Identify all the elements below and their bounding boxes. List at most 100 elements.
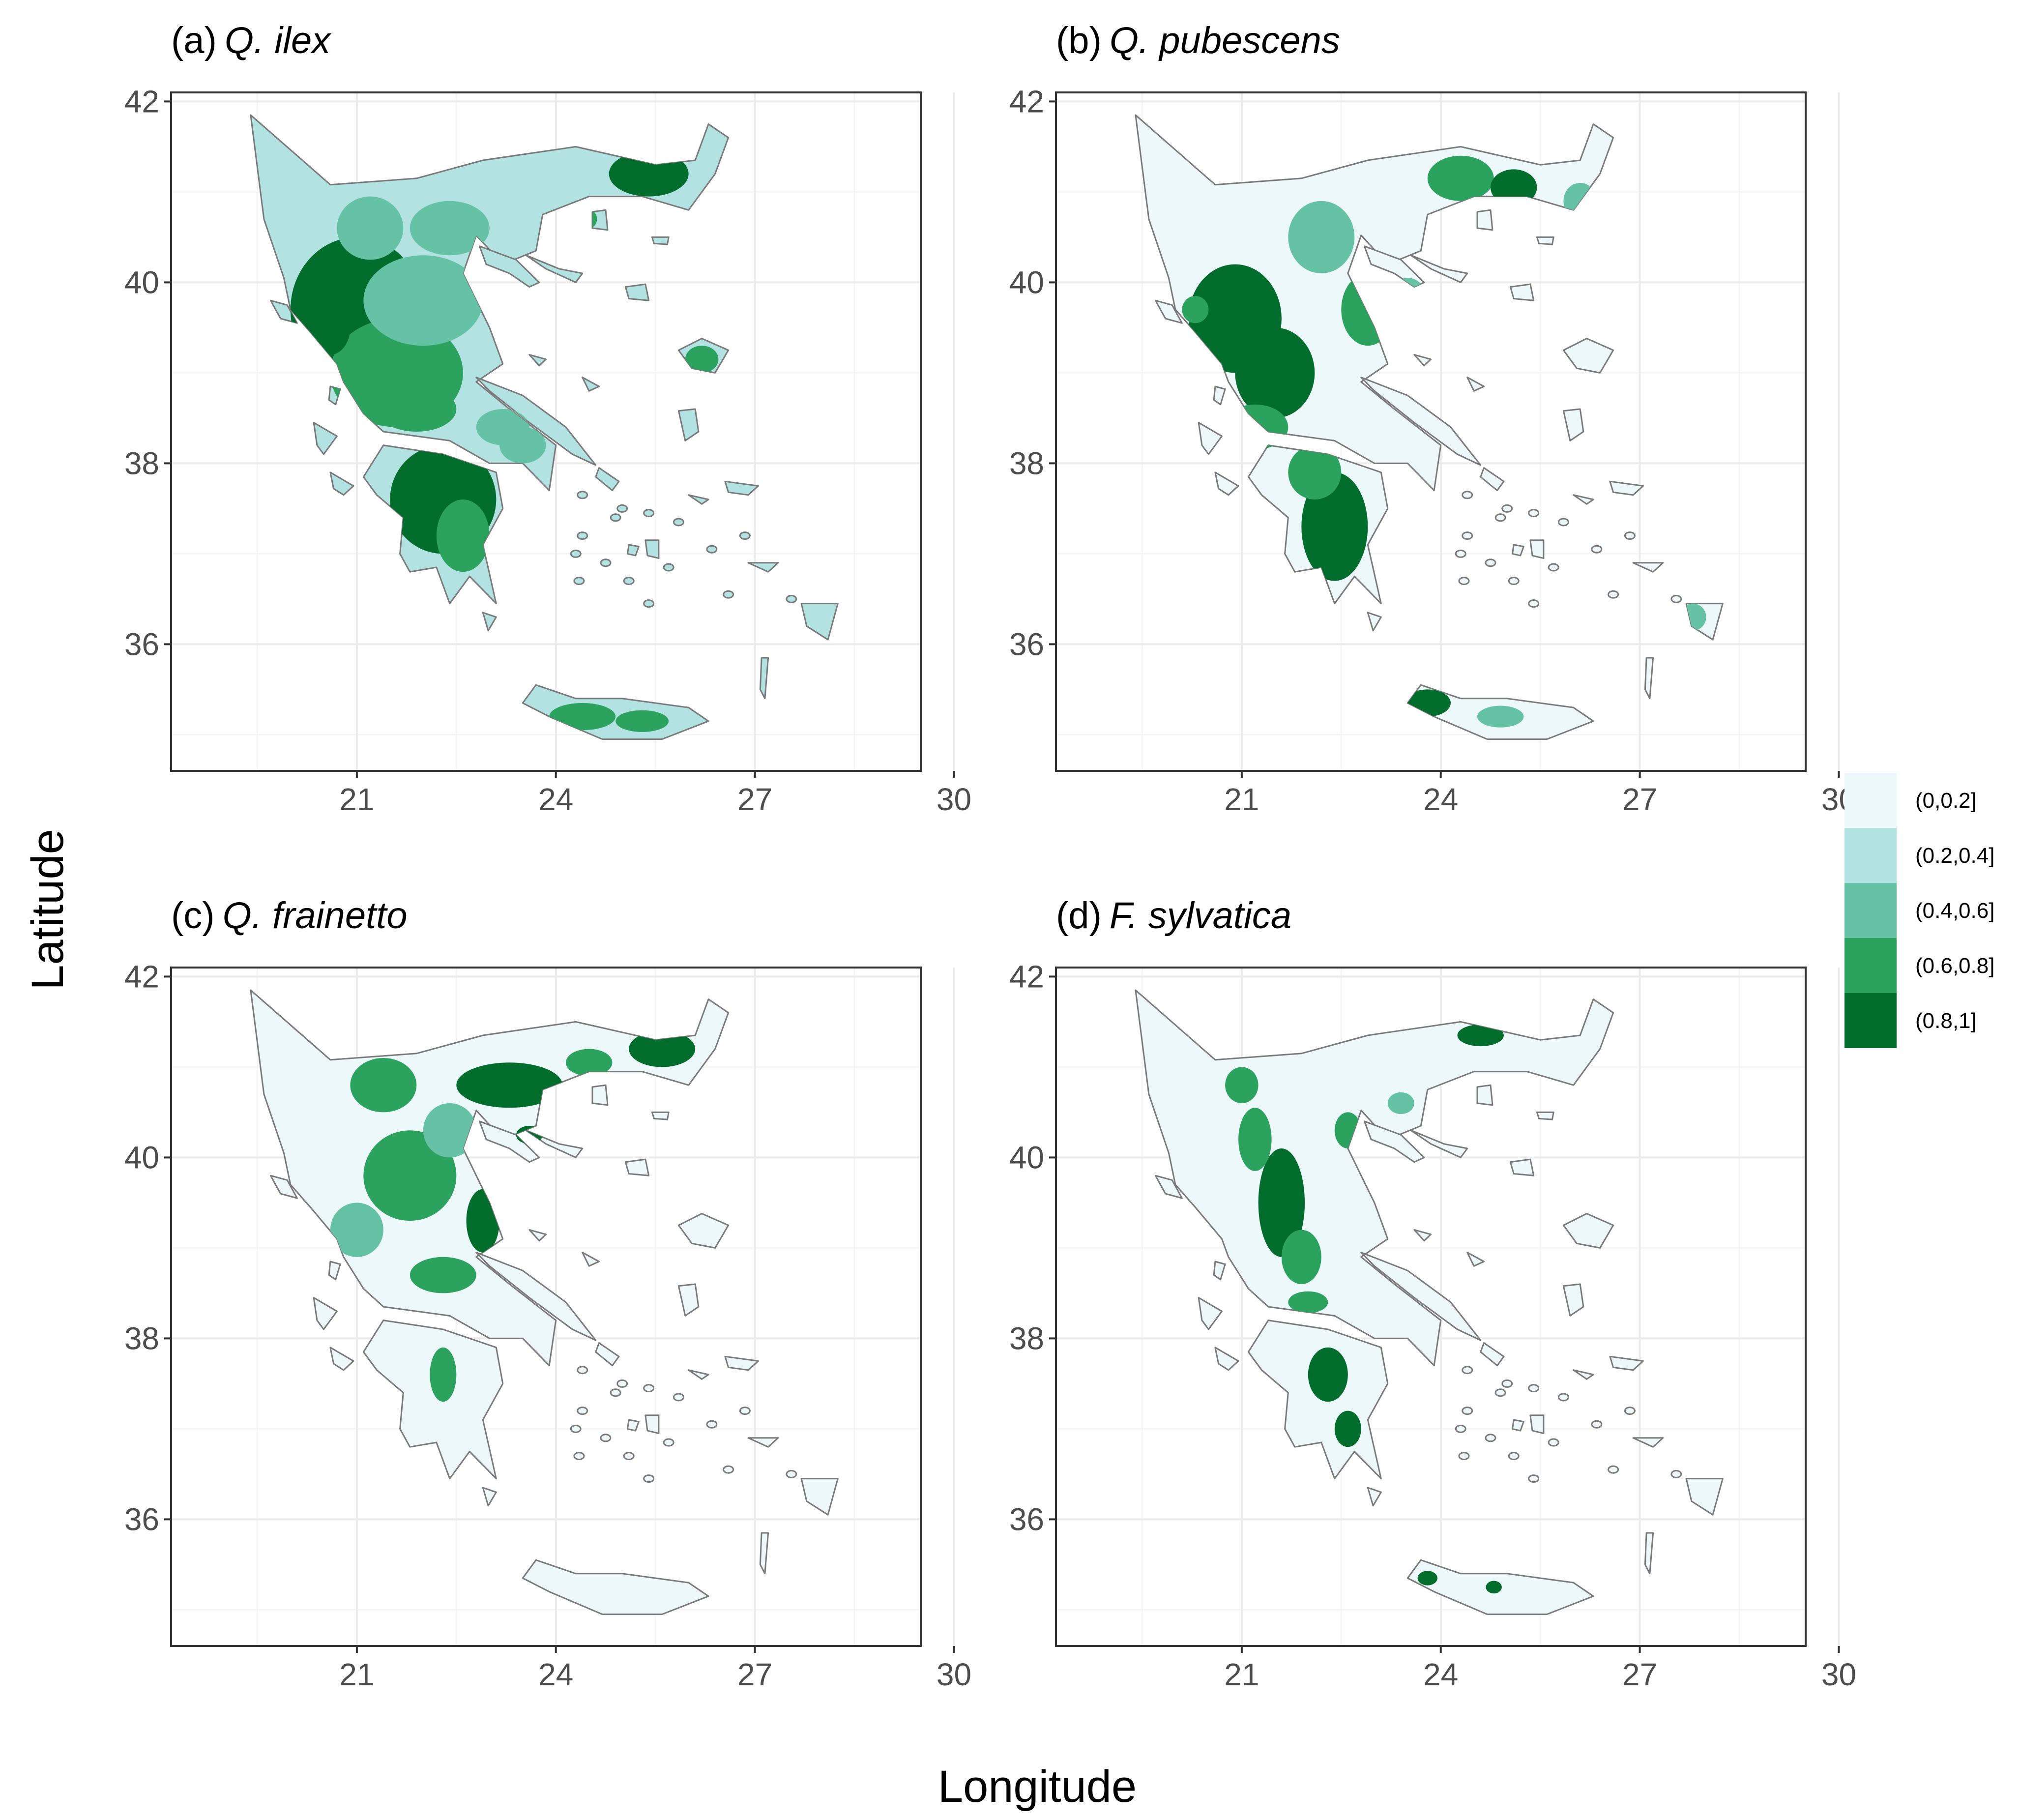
island — [1528, 1474, 1540, 1483]
suitability-patch — [377, 386, 457, 432]
legend-label: (0.6,0.8] — [1915, 954, 1994, 978]
land-zakynthos — [1214, 1347, 1239, 1371]
island — [573, 577, 585, 586]
land-lesbos — [1562, 1213, 1614, 1249]
land-ikaria — [688, 1369, 709, 1380]
island — [673, 518, 684, 527]
island — [786, 594, 797, 603]
island — [706, 545, 718, 554]
panel-q-frainetto: (c) Q. frainetto 21 24 27 30 36 38 40 42 — [124, 895, 971, 1692]
y-tick-label: 38 — [124, 445, 159, 481]
island — [673, 1393, 684, 1402]
island — [570, 1424, 582, 1433]
island — [616, 504, 628, 513]
suitability-patch — [337, 196, 404, 260]
legend-label: (0.8,1] — [1915, 1009, 1977, 1033]
land-lefkada — [1213, 1261, 1226, 1281]
legend: (0,0.2] (0.2,0.4] (0.4,0.6] (0.6,0.8] (0.8,1… — [1844, 773, 1994, 1048]
land-crete — [522, 1559, 709, 1615]
legend-label: (0,0.2] — [1915, 789, 1977, 813]
x-tick-label: 21 — [1224, 782, 1259, 817]
island — [1591, 545, 1603, 554]
land-kos — [1632, 562, 1664, 573]
island — [739, 1407, 751, 1415]
land-sporades — [1413, 1229, 1432, 1242]
legend-item: (0.4,0.6] — [1844, 883, 1994, 938]
land-naxos — [644, 539, 660, 559]
island — [643, 1474, 655, 1483]
panel-title: (d) F. sylvatica — [1056, 895, 1291, 937]
suitability-patch — [549, 703, 616, 731]
island — [1458, 1452, 1470, 1461]
panel-f-sylvatica: (d) F. sylvatica 21 24 27 30 36 38 40 42 — [1009, 895, 1856, 1692]
suitability-patch — [456, 1062, 563, 1108]
suitability-patch — [350, 1058, 417, 1113]
y-tick-label: 36 — [1009, 1501, 1044, 1537]
land-lesbos — [1562, 338, 1614, 374]
island — [643, 1384, 655, 1393]
map-plot: 21 24 27 30 36 38 40 42 — [124, 84, 971, 817]
suitability-patch — [423, 1103, 476, 1158]
y-tick-label: 38 — [1009, 445, 1044, 481]
cyclades-islands — [1455, 491, 1682, 608]
x-tick-label: 21 — [339, 1657, 374, 1692]
suitability-patch — [1486, 1581, 1502, 1594]
land-samothrace — [651, 1111, 670, 1120]
island — [723, 1465, 734, 1474]
land-naxos — [1529, 1414, 1545, 1435]
x-tick-label: 30 — [1821, 1657, 1856, 1692]
legend-item: (0.8,1] — [1844, 993, 1977, 1048]
panel-q-ilex: (a) Q. ilex 21 24 27 30 36 38 40 42 — [124, 20, 971, 817]
island — [577, 1407, 588, 1415]
land-thasos — [1476, 1084, 1493, 1106]
legend-item: (0.6,0.8] — [1844, 938, 1994, 993]
cyclades-islands — [1455, 1366, 1682, 1483]
land-rhodes — [1685, 1478, 1724, 1516]
island — [610, 1388, 621, 1397]
island — [1624, 1407, 1636, 1415]
land-andros — [1480, 1342, 1505, 1367]
suitability-patch — [363, 1130, 457, 1221]
land-rhodes — [800, 603, 839, 641]
land-lesbos — [677, 1213, 730, 1249]
legend-swatch — [1844, 883, 1897, 938]
suitability-patch — [1258, 1148, 1305, 1257]
land-samothrace — [651, 236, 670, 245]
island — [706, 1420, 718, 1429]
island — [600, 558, 612, 567]
land-kythira — [1367, 612, 1382, 632]
panel-prefix: (c) — [171, 895, 215, 937]
suitability-patch — [1427, 155, 1494, 201]
suitability-patch — [565, 1049, 613, 1076]
y-tick-label: 42 — [1009, 84, 1044, 119]
panel-title: (c) Q. frainetto — [171, 895, 408, 937]
land-euboea — [1360, 1252, 1482, 1341]
land-rhodes — [800, 1478, 839, 1516]
land-sporades — [528, 354, 547, 367]
island — [1508, 1452, 1520, 1461]
land-lemnos — [1509, 283, 1535, 301]
land-kefalonia — [1198, 422, 1223, 455]
cyclades-islands — [570, 1366, 797, 1483]
land-chalkidiki-2 — [525, 254, 584, 283]
suitability-patch — [436, 499, 490, 572]
suitability-patch — [1288, 1291, 1328, 1313]
island — [623, 577, 635, 586]
suitability-patch — [1457, 1024, 1504, 1047]
land-kythira — [1367, 1487, 1382, 1507]
island — [1462, 531, 1473, 540]
suitability-patch — [1387, 1092, 1414, 1115]
island — [1494, 1388, 1506, 1397]
x-tick-label: 27 — [1622, 782, 1657, 817]
panel-species: F. sylvatica — [1110, 895, 1291, 937]
suitability-patch — [430, 1347, 457, 1402]
y-tick-label: 42 — [124, 84, 159, 119]
land-ikaria — [688, 494, 709, 505]
land-sporades — [528, 1229, 547, 1242]
land-euboea — [1360, 377, 1482, 466]
plot-frame — [170, 967, 922, 1647]
suitability-patch — [410, 1257, 476, 1293]
land-samos — [724, 480, 759, 496]
